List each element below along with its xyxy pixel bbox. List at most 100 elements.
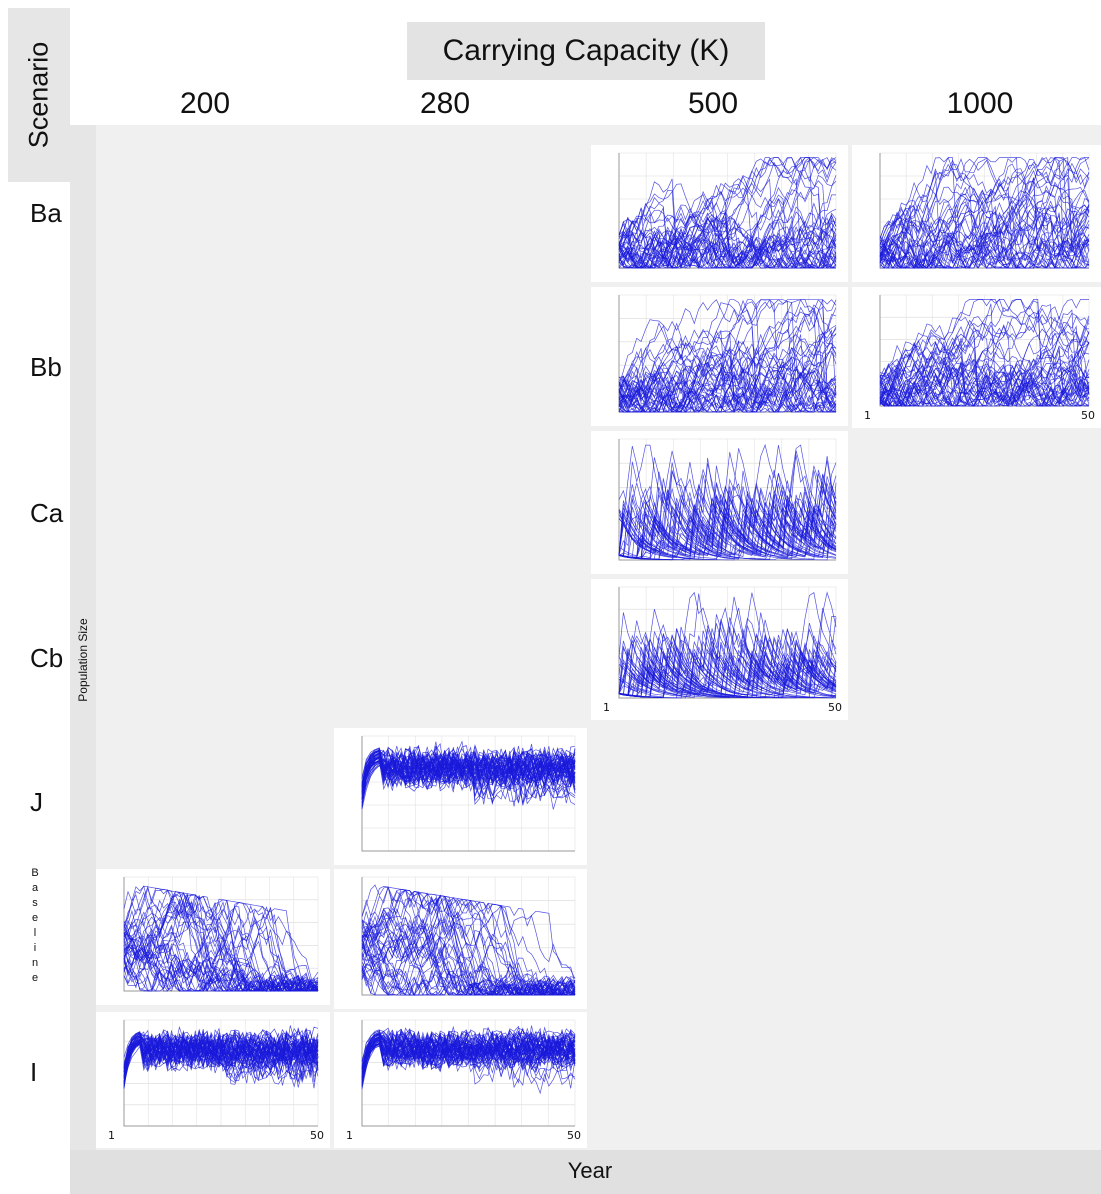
simulation-line	[879, 299, 1089, 407]
simulation-line	[361, 753, 576, 793]
simulation-line	[618, 607, 837, 697]
simulation-line	[618, 635, 837, 696]
panel-axes	[123, 1020, 318, 1127]
simulation-line	[879, 340, 1090, 407]
sim-panel-j-k280	[334, 728, 587, 865]
simulation-line	[361, 903, 575, 996]
simulation-line	[618, 465, 837, 556]
simulation-line	[618, 299, 837, 406]
simulation-line	[618, 157, 837, 269]
simulation-line	[879, 243, 1089, 269]
simulation-line	[618, 654, 837, 698]
simulation-line	[361, 744, 576, 789]
column-header-500: 500	[687, 87, 739, 120]
simulation-line	[879, 185, 1090, 269]
simulation-line	[618, 635, 837, 697]
simulation-line	[618, 357, 836, 413]
sim-panel-ba-k1000	[852, 145, 1101, 282]
simulation-line	[879, 364, 1090, 407]
simulation-line	[361, 750, 576, 785]
sim-panel-ca-k500	[591, 431, 848, 574]
row-label-ca: Ca	[30, 498, 64, 528]
panel-plot	[618, 586, 837, 699]
sim-panel-baseline-k280	[334, 869, 587, 1009]
simulation-line	[618, 378, 837, 413]
simulation-line	[618, 619, 837, 696]
simulation-line	[618, 161, 836, 269]
simulation-line	[123, 894, 319, 992]
simulation-line	[618, 340, 837, 413]
simulation-line	[618, 452, 837, 560]
panel-plot	[123, 1019, 319, 1127]
simulation-line	[879, 158, 1090, 269]
simulation-line	[618, 216, 837, 269]
simulation-line	[123, 938, 319, 992]
simulation-line	[880, 157, 1090, 269]
simulation-line	[123, 891, 319, 992]
column-header-1000: 1000	[946, 87, 1014, 120]
sim-panel-i-k200: 1 50	[96, 1012, 330, 1148]
simulation-line	[879, 203, 1090, 261]
simulation-line	[879, 366, 1090, 407]
panel-plot	[618, 294, 837, 414]
simulation-line	[361, 1035, 576, 1068]
simulation-line	[361, 1033, 576, 1079]
simulation-line	[879, 303, 1090, 395]
sim-panel-baseline-k200	[96, 869, 330, 1005]
simulation-line	[123, 1026, 319, 1073]
simulation-line	[618, 299, 837, 413]
simulation-line	[618, 593, 837, 698]
simulation-line	[618, 367, 837, 413]
panel-plot	[361, 1019, 576, 1127]
row-label-j: J	[30, 787, 43, 817]
simulation-line	[123, 891, 319, 992]
sim-panel-bb-k1000: 1 50	[852, 287, 1101, 428]
simulation-line	[879, 186, 1090, 269]
simulation-line	[879, 157, 1090, 262]
x-tick-end: 50	[310, 1129, 324, 1142]
simulation-line	[618, 206, 837, 269]
simulation-line	[618, 609, 837, 697]
simulation-line	[618, 492, 837, 560]
scenario-label: Scenario	[23, 41, 54, 149]
column-header-200: 200	[179, 87, 231, 120]
simulation-line	[361, 920, 575, 996]
x-tick-start: 1	[864, 409, 871, 422]
simulation-line	[361, 756, 576, 799]
x-axis-label: Year	[567, 1158, 613, 1183]
simulation-line	[618, 636, 837, 697]
simulation-line	[618, 211, 837, 269]
row-label-band	[8, 182, 70, 1194]
row-label-i: I	[30, 1057, 38, 1087]
simulation-line	[618, 201, 837, 269]
simulation-line	[618, 498, 837, 561]
simulation-line	[618, 614, 837, 699]
simulation-line	[123, 892, 319, 992]
simulation-line	[618, 652, 837, 698]
simulation-line	[618, 156, 837, 269]
panel-axes	[361, 736, 575, 852]
simulation-line	[618, 213, 837, 269]
x-tick-start: 1	[603, 701, 610, 714]
simulation-line	[361, 1029, 576, 1077]
simulation-line	[361, 895, 576, 987]
simulation-line	[879, 157, 1090, 257]
simulation-line	[123, 885, 319, 992]
simulation-line	[618, 202, 837, 269]
panel-plot	[361, 876, 576, 996]
simulation-line	[618, 299, 837, 413]
simulation-line	[361, 889, 576, 996]
x-tick-start: 1	[108, 1129, 115, 1142]
x-tick-start: 1	[346, 1129, 353, 1142]
simulation-line	[361, 749, 576, 785]
sim-panel-ba-k500	[591, 145, 848, 282]
simulation-line	[123, 1039, 319, 1073]
simulation-line	[879, 340, 1090, 407]
x-tick-end: 50	[828, 701, 842, 714]
sim-panel-cb-k500: 1 50	[591, 579, 848, 720]
simulation-line	[618, 157, 837, 251]
simulation-line	[123, 921, 319, 992]
simulation-line	[618, 332, 837, 411]
simulation-line	[618, 187, 837, 267]
simulation-line	[879, 177, 1090, 269]
